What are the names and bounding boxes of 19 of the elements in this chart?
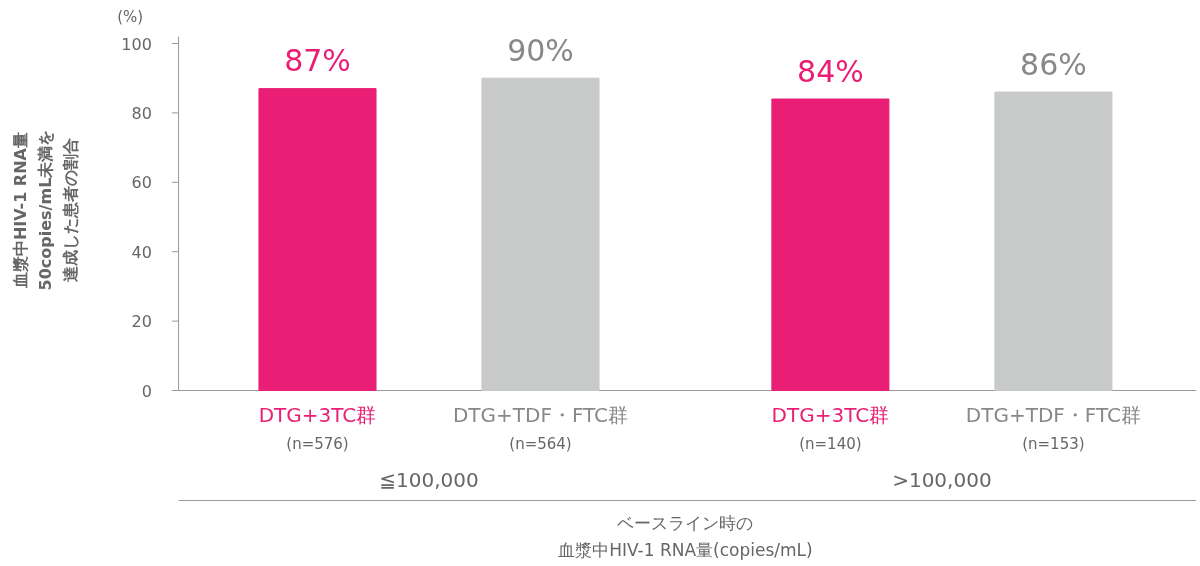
x-tick-label: DTG+TDF・FTC群 (n=564)	[452, 403, 629, 453]
text: >100,000	[892, 468, 992, 493]
x-tick-label: DTG+TDF・FTC群 (n=153)	[965, 403, 1141, 453]
y-tick-label: 0	[141, 381, 152, 401]
data-label: 84%	[797, 53, 864, 89]
data-label: 87%	[284, 43, 351, 79]
text: ≦100,000	[379, 468, 479, 493]
y-tick-label: 100	[121, 34, 152, 54]
y-tick-label: 20	[131, 312, 152, 332]
x-tick-label: DTG+3TC群 (n=576)	[258, 403, 377, 453]
y-tick-label: 40	[131, 242, 152, 262]
y-tick-label: 60	[131, 173, 152, 193]
x-tick-label: DTG+3TC群 (n=140)	[771, 403, 890, 453]
y-tick-label: 80	[131, 103, 152, 123]
x-axis-title: ベースライン時の血漿中HIV-1 RNA量(copies/mL)	[558, 513, 813, 561]
data-label: 86%	[1020, 46, 1087, 82]
y-axis-title: 血漿中HIV-1 RNA量50copies/mL未満を達成した患者の割合	[11, 129, 80, 291]
data-label: 90%	[507, 32, 574, 68]
text: (%)	[117, 8, 144, 27]
